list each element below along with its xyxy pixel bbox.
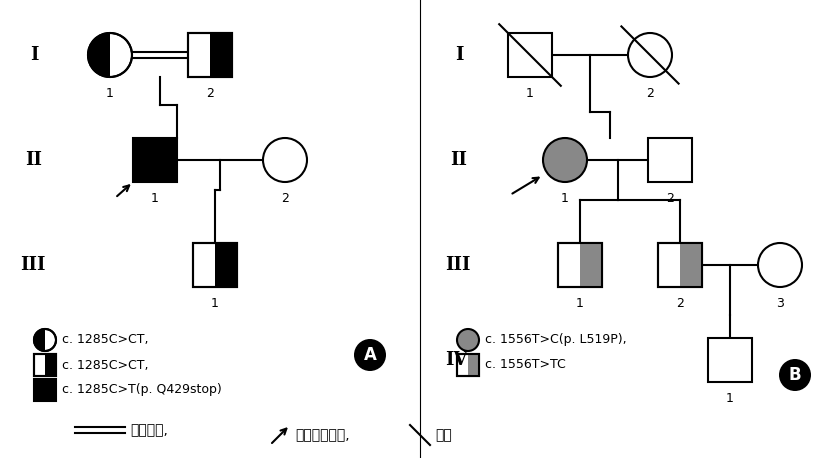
Circle shape	[779, 359, 811, 391]
Text: 1: 1	[576, 297, 584, 310]
Text: 1: 1	[106, 87, 114, 100]
Text: 3: 3	[776, 297, 784, 310]
Bar	[457, 354, 479, 376]
Bar	[658, 243, 702, 287]
Bar	[457, 354, 479, 376]
Text: c. 1285C>CT,: c. 1285C>CT,	[62, 359, 149, 371]
Text: 1: 1	[726, 392, 734, 405]
Bar	[34, 354, 56, 376]
Circle shape	[628, 33, 672, 77]
Bar	[34, 379, 56, 401]
Text: c. 1285C>CT,: c. 1285C>CT,	[62, 333, 149, 347]
Text: 所指为先证者,: 所指为先证者,	[295, 428, 350, 442]
Text: III: III	[20, 256, 45, 274]
Text: 1: 1	[561, 192, 569, 205]
Bar	[558, 243, 602, 287]
Text: 2: 2	[281, 192, 289, 205]
Text: B: B	[789, 366, 801, 384]
Circle shape	[457, 329, 479, 351]
Text: 近亲婚配,: 近亲婚配,	[130, 423, 168, 437]
Bar	[133, 138, 177, 182]
Bar	[580, 243, 602, 287]
Bar	[680, 243, 702, 287]
Text: A: A	[364, 346, 376, 364]
Bar	[210, 33, 232, 77]
Text: II: II	[25, 151, 42, 169]
Text: c. 1556T>TC: c. 1556T>TC	[485, 359, 566, 371]
Bar	[648, 138, 692, 182]
Text: 2: 2	[206, 87, 214, 100]
Circle shape	[88, 33, 132, 77]
Text: c. 1556T>C(p. L519P),: c. 1556T>C(p. L519P),	[485, 333, 627, 347]
Bar	[193, 243, 237, 287]
Bar	[215, 243, 237, 287]
Circle shape	[263, 138, 307, 182]
Wedge shape	[88, 33, 110, 77]
Text: II: II	[450, 151, 467, 169]
Text: 1: 1	[526, 87, 534, 100]
Text: 2: 2	[666, 192, 674, 205]
Text: 2: 2	[676, 297, 684, 310]
Bar	[708, 338, 752, 382]
Bar	[45, 354, 56, 376]
Wedge shape	[34, 329, 45, 351]
Bar	[508, 33, 552, 77]
Bar	[658, 243, 702, 287]
Text: 亡故: 亡故	[435, 428, 452, 442]
Text: III: III	[445, 256, 471, 274]
Text: I: I	[30, 46, 39, 64]
Bar	[34, 354, 56, 376]
Text: c. 1285C>T(p. Q429stop): c. 1285C>T(p. Q429stop)	[62, 383, 222, 397]
Text: I: I	[455, 46, 463, 64]
Text: 1: 1	[151, 192, 159, 205]
Text: 1: 1	[211, 297, 219, 310]
Circle shape	[34, 329, 56, 351]
Bar	[468, 354, 479, 376]
Bar	[188, 33, 232, 77]
Bar	[193, 243, 237, 287]
Circle shape	[354, 339, 386, 371]
Bar	[188, 33, 232, 77]
Text: IV: IV	[445, 351, 467, 369]
Bar	[558, 243, 602, 287]
Text: 2: 2	[646, 87, 654, 100]
Circle shape	[543, 138, 587, 182]
Circle shape	[758, 243, 802, 287]
